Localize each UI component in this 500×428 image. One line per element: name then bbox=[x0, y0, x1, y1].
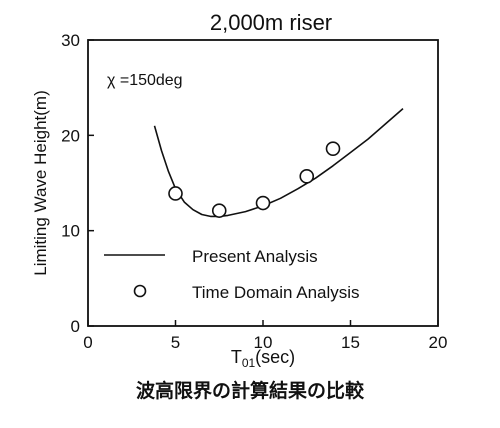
time-domain-point-2 bbox=[255, 195, 271, 211]
y-tick-label-30: 30 bbox=[61, 31, 80, 50]
legend: Present Analysis Time Domain Analysis bbox=[104, 247, 360, 302]
time-domain-point-1 bbox=[211, 203, 227, 218]
chart-title: 2,000m riser bbox=[210, 10, 332, 35]
chi-annotation: χ =150deg bbox=[107, 72, 183, 89]
y-tick-label-10: 10 bbox=[61, 222, 80, 241]
series-layer bbox=[153, 107, 404, 218]
y-tick-label-0: 0 bbox=[71, 317, 80, 336]
figure-caption: 波高限界の計算結果の比較 bbox=[135, 380, 364, 402]
x-axis-label-subscript: 01 bbox=[242, 356, 256, 370]
x-tick-label-10: 10 bbox=[254, 333, 273, 352]
legend-label-time-domain-analysis: Time Domain Analysis bbox=[192, 283, 360, 302]
time-domain-point-0 bbox=[168, 186, 183, 201]
legend-marker-swatch bbox=[133, 284, 147, 298]
series-line-present-analysis bbox=[153, 107, 404, 218]
x-axis-label: T01(sec) bbox=[231, 347, 295, 370]
x-tick-label-20: 20 bbox=[429, 333, 448, 352]
axis-ticks bbox=[87, 39, 439, 327]
time-domain-point-3 bbox=[299, 169, 315, 184]
y-axis-label: Limiting Wave Height(m) bbox=[31, 90, 50, 275]
x-tick-label-5: 5 bbox=[171, 333, 180, 352]
axis-tick-labels: 0 5 10 15 20 0 10 20 30 bbox=[61, 31, 447, 352]
y-tick-label-20: 20 bbox=[61, 126, 80, 145]
x-tick-label-15: 15 bbox=[341, 333, 360, 352]
x-axis-label-unit: (sec) bbox=[255, 347, 295, 367]
time-domain-point-4 bbox=[325, 141, 341, 156]
x-axis-label-main: T bbox=[231, 347, 242, 367]
legend-label-present-analysis: Present Analysis bbox=[192, 247, 318, 266]
x-tick-label-0: 0 bbox=[83, 333, 92, 352]
